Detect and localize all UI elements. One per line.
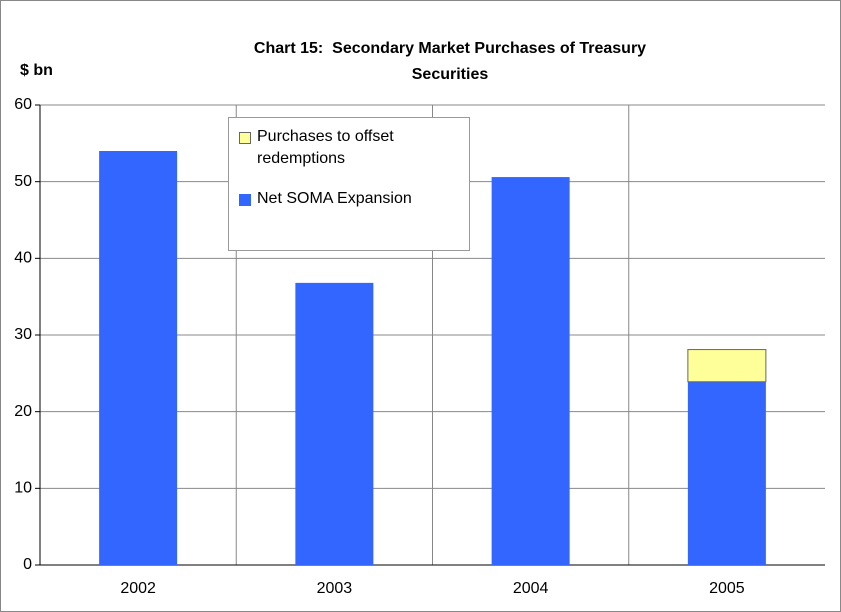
- x-tick-label: 2003: [317, 580, 353, 597]
- chart-title: Chart 15: Secondary Market Purchases of …: [253, 40, 651, 83]
- y-tick-label: 20: [14, 403, 32, 420]
- x-tick-label: 2004: [513, 580, 549, 597]
- x-tick-label: 2002: [120, 580, 156, 597]
- y-axis-label: $ bn: [20, 62, 53, 79]
- y-tick-label: 50: [14, 173, 32, 190]
- y-tick-label: 10: [14, 480, 32, 497]
- legend-swatch: [239, 132, 251, 144]
- y-tick-label: 40: [14, 250, 32, 267]
- y-tick-label: 60: [14, 96, 32, 113]
- bar-segment: [687, 349, 767, 383]
- bar-segment: [687, 381, 766, 565]
- legend-swatch: [239, 194, 251, 206]
- y-tick-label: 30: [14, 326, 32, 343]
- legend-item: Net SOMA Expansion: [239, 190, 457, 210]
- x-tick-label: 2005: [709, 580, 745, 597]
- bar-segment: [491, 177, 570, 566]
- legend-label: Purchases to offset redemptions: [257, 128, 394, 167]
- bar-segment: [99, 151, 178, 565]
- bar-segment: [295, 282, 374, 565]
- legend: Purchases to offset redemptions Net SOMA …: [228, 117, 470, 251]
- legend-item: Purchases to offset redemptions: [239, 128, 457, 170]
- y-tick-label: 0: [23, 556, 32, 573]
- legend-label: Net SOMA Expansion: [257, 190, 412, 207]
